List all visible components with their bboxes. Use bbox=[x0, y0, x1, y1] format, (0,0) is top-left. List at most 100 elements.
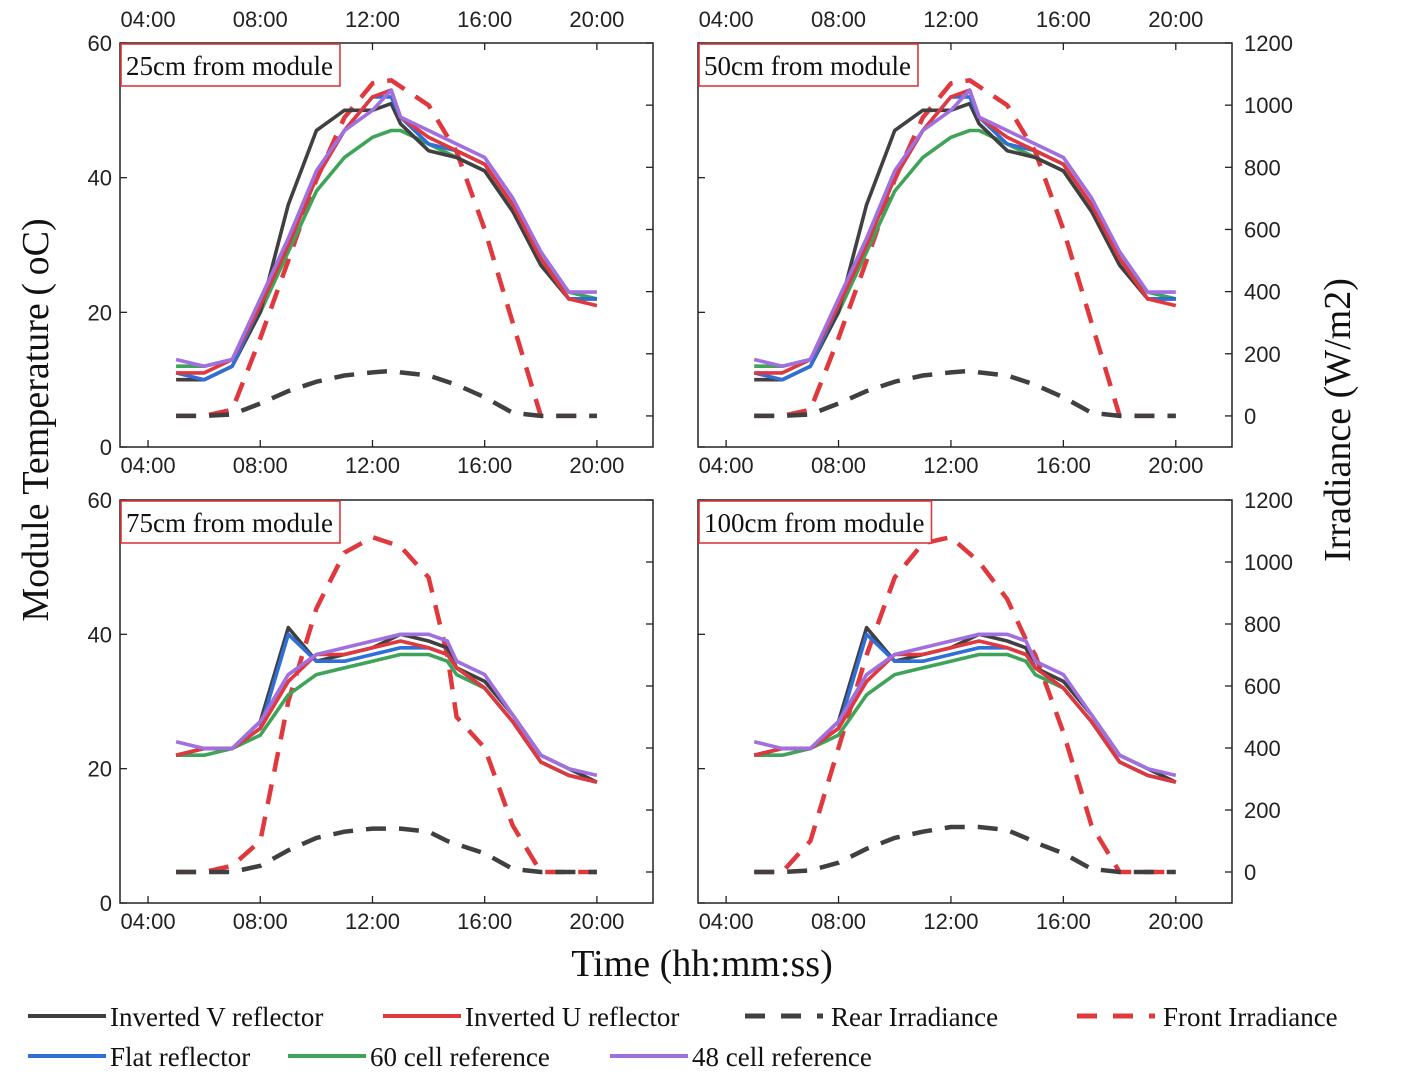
series-line-front-irradiance bbox=[176, 78, 597, 419]
legend-label: Rear Irradiance bbox=[831, 1002, 998, 1032]
x-tick-label: 08:00 bbox=[811, 453, 866, 478]
y-tick-label-right: 200 bbox=[1244, 798, 1281, 823]
panel-label-box bbox=[698, 43, 919, 87]
series-line-48-cell-reference bbox=[753, 88, 1176, 369]
series-line-60-cell-reference bbox=[754, 652, 1177, 784]
x-tick-label-top: 16:00 bbox=[457, 7, 512, 32]
legend: Inverted V reflector Inverted U reflector… bbox=[28, 1002, 1338, 1072]
x-tick-label: 16:00 bbox=[1036, 909, 1091, 934]
y-tick-label-right: 1000 bbox=[1244, 550, 1293, 575]
x-tick-label-top: 04:00 bbox=[121, 7, 176, 32]
y-tick-label-left: 0 bbox=[100, 435, 112, 460]
plot-frame bbox=[697, 499, 1233, 904]
panel-label-box bbox=[698, 500, 933, 544]
y-tick-label-left: 20 bbox=[88, 757, 112, 782]
x-tick-label-top: 16:00 bbox=[1036, 7, 1091, 32]
plot-frame bbox=[119, 499, 654, 904]
legend-label: 48 cell reference bbox=[692, 1042, 872, 1072]
y-tick-label-right: 800 bbox=[1244, 612, 1281, 637]
x-tick-label-top: 08:00 bbox=[811, 7, 866, 32]
x-tick-label: 12:00 bbox=[923, 909, 978, 934]
legend-label: Front Irradiance bbox=[1163, 1002, 1338, 1032]
x-tick-label: 08:00 bbox=[233, 909, 288, 934]
panel-label-text: 100cm from module bbox=[704, 508, 924, 538]
legend-item-60-cell-reference: 60 cell reference bbox=[288, 1042, 550, 1072]
x-tick-label-top: 20:00 bbox=[569, 7, 624, 32]
y-tick-label-left: 0 bbox=[100, 891, 112, 916]
series-line-rear-irradiance bbox=[176, 826, 597, 875]
panel-label-text: 75cm from module bbox=[126, 508, 333, 538]
legend-label: 60 cell reference bbox=[370, 1042, 550, 1072]
series-line-front-irradiance bbox=[176, 534, 597, 875]
y-tick-label-right: 0 bbox=[1244, 404, 1256, 429]
y-tick-label-left: 60 bbox=[88, 31, 112, 56]
panel-label-text: 50cm from module bbox=[704, 51, 911, 81]
panel-label-box bbox=[120, 500, 341, 544]
y-tick-label-right: 600 bbox=[1244, 217, 1281, 242]
series-line-48-cell-reference bbox=[753, 632, 1177, 778]
series-line-front-irradiance bbox=[754, 78, 1176, 419]
panel-label-box bbox=[120, 43, 341, 87]
panel-label: 25cm from module bbox=[120, 43, 341, 87]
legend-item-48-cell-reference: 48 cell reference bbox=[610, 1042, 872, 1072]
y-tick-label-left: 60 bbox=[88, 488, 112, 513]
y-tick-label-right: 1200 bbox=[1244, 31, 1293, 56]
panel-label: 50cm from module bbox=[698, 43, 919, 87]
x-tick-label: 16:00 bbox=[457, 453, 512, 478]
panel-2: 04:00 04:00 08:00 08:00 12:00 12:00 16:00 16:00… bbox=[697, 7, 1293, 478]
series-line-60-cell-reference bbox=[176, 652, 598, 784]
x-tick-label-top: 08:00 bbox=[233, 7, 288, 32]
x-axis-title: Time (hh:mm:ss) bbox=[571, 943, 832, 985]
y-tick-label-right: 400 bbox=[1244, 736, 1281, 761]
x-tick-label: 12:00 bbox=[345, 909, 400, 934]
x-tick-label-top: 04:00 bbox=[699, 7, 754, 32]
x-tick-label: 12:00 bbox=[923, 453, 978, 478]
x-tick-label: 20:00 bbox=[569, 909, 624, 934]
y-tick-label-right: 200 bbox=[1244, 342, 1281, 367]
x-tick-label: 04:00 bbox=[699, 453, 754, 478]
legend-label: Inverted U reflector bbox=[465, 1002, 679, 1032]
x-tick-label: 08:00 bbox=[811, 909, 866, 934]
x-tick-label: 12:00 bbox=[345, 453, 400, 478]
panels-layer: 04:00 04:00 08:00 08:00 12:00 12:00 16:00 16:00… bbox=[88, 7, 1293, 934]
legend-item-inverted-u-reflector: Inverted U reflector bbox=[383, 1002, 679, 1032]
y-tick-label-right: 800 bbox=[1244, 155, 1281, 180]
x-tick-label-top: 12:00 bbox=[345, 7, 400, 32]
legend-label: Flat reflector bbox=[110, 1042, 250, 1072]
plot-frame bbox=[119, 42, 654, 448]
x-tick-label: 04:00 bbox=[699, 909, 754, 934]
legend-label: Inverted V reflector bbox=[110, 1002, 323, 1032]
x-tick-label: 16:00 bbox=[457, 909, 512, 934]
x-tick-label: 16:00 bbox=[1036, 453, 1091, 478]
x-tick-label: 08:00 bbox=[233, 453, 288, 478]
series-line-front-irradiance bbox=[754, 534, 1176, 875]
series-line-inverted-v-reflector bbox=[754, 101, 1176, 382]
x-tick-label: 04:00 bbox=[121, 453, 176, 478]
x-tick-label-top: 20:00 bbox=[1148, 7, 1203, 32]
y-tick-label-right: 1200 bbox=[1244, 488, 1293, 513]
legend-item-front-irradiance: Front Irradiance bbox=[1077, 1002, 1338, 1032]
series-line-48-cell-reference bbox=[175, 632, 598, 778]
y-tick-label-right: 1000 bbox=[1244, 93, 1293, 118]
panel-3: 04:00 08:00 12:00 16:00 20:00 0 20 40 60 75cm fro… bbox=[88, 488, 654, 934]
x-tick-label-top: 12:00 bbox=[923, 7, 978, 32]
series-line-inverted-u-reflector bbox=[753, 639, 1177, 784]
y-tick-label-right: 600 bbox=[1244, 674, 1281, 699]
y-tick-label-right: 0 bbox=[1244, 860, 1256, 885]
series-line-rear-irradiance bbox=[754, 368, 1176, 419]
x-tick-label: 20:00 bbox=[1148, 453, 1203, 478]
panel-1: 04:00 04:00 08:00 08:00 12:00 12:00 16:00 16:00… bbox=[88, 7, 654, 478]
series-line-rear-irradiance bbox=[176, 368, 597, 419]
series-line-48-cell-reference bbox=[175, 88, 597, 369]
legend-item-rear-irradiance: Rear Irradiance bbox=[745, 1002, 998, 1032]
legend-item-flat-reflector: Flat reflector bbox=[28, 1042, 250, 1072]
series-line-inverted-u-reflector bbox=[175, 639, 598, 784]
y-axis-title-right: Irradiance (W/m2) bbox=[1317, 278, 1359, 562]
y-axis-title-left: Module Temperature ( oC) bbox=[15, 218, 57, 621]
panel-label: 100cm from module bbox=[698, 500, 933, 544]
x-tick-label: 20:00 bbox=[1148, 909, 1203, 934]
panel-label: 75cm from module bbox=[120, 500, 341, 544]
series-line-inverted-v-reflector bbox=[176, 101, 597, 382]
y-tick-label-left: 20 bbox=[88, 300, 112, 325]
